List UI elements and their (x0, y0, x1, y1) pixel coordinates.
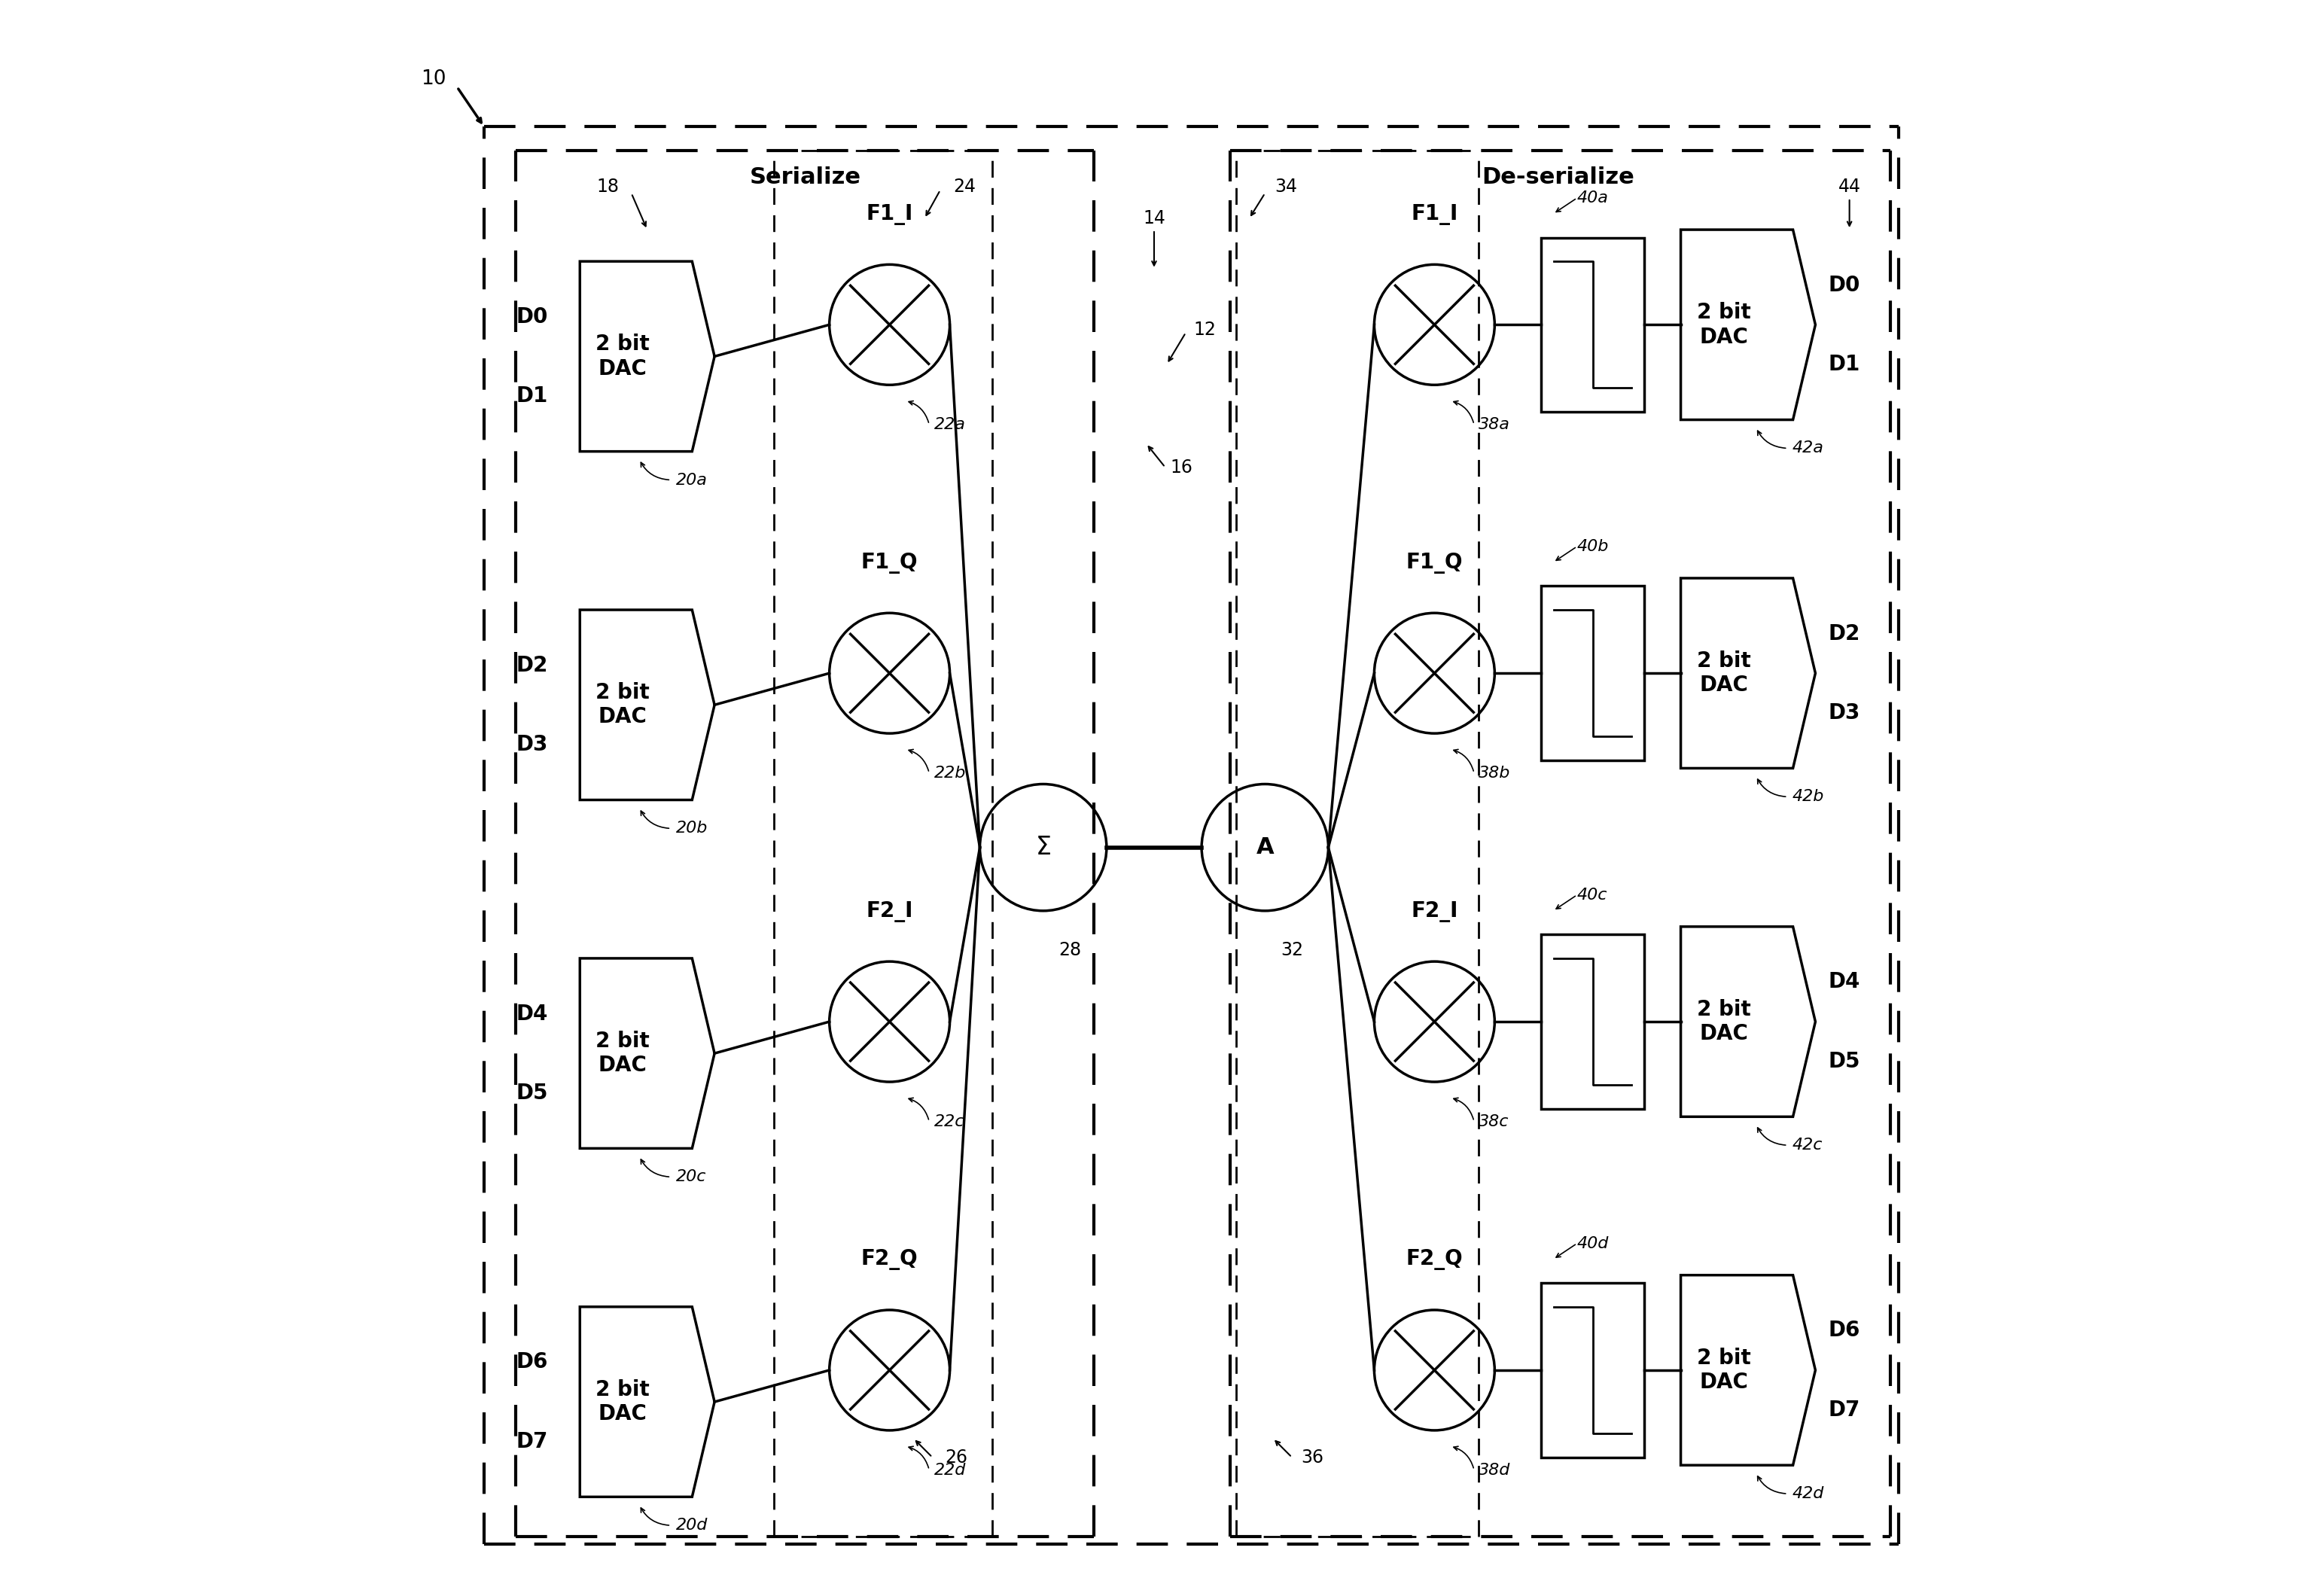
Text: D4: D4 (516, 1003, 548, 1025)
Text: D6: D6 (1829, 1319, 1859, 1342)
Text: 22b: 22b (934, 765, 967, 781)
Text: D2: D2 (1829, 623, 1859, 645)
Text: 36: 36 (1301, 1448, 1325, 1467)
Text: D0: D0 (1829, 274, 1859, 296)
Text: Serialize: Serialize (751, 166, 862, 188)
Text: 20b: 20b (676, 821, 706, 836)
Text: 40a: 40a (1578, 190, 1608, 206)
Text: F2_Q: F2_Q (862, 1250, 918, 1270)
Text: 20c: 20c (676, 1169, 706, 1185)
Text: 38c: 38c (1478, 1114, 1508, 1129)
Bar (1541, 1283, 1645, 1457)
Text: F2_I: F2_I (1411, 901, 1457, 922)
Text: F2_Q: F2_Q (1406, 1250, 1462, 1270)
Text: De-serialize: De-serialize (1483, 166, 1634, 188)
Text: 14: 14 (1143, 209, 1164, 228)
Bar (1541, 935, 1645, 1109)
Text: D7: D7 (516, 1430, 548, 1453)
Text: 42d: 42d (1792, 1486, 1824, 1502)
Text: F1_I: F1_I (1411, 204, 1457, 225)
Text: 24: 24 (953, 177, 976, 196)
Text: 32: 32 (1281, 941, 1304, 960)
Text: 26: 26 (946, 1448, 967, 1467)
Text: D7: D7 (1829, 1399, 1859, 1421)
Text: 10: 10 (421, 70, 446, 89)
Text: F1_I: F1_I (867, 204, 913, 225)
Text: D1: D1 (1829, 353, 1859, 375)
Text: 38b: 38b (1478, 765, 1511, 781)
Text: 22c: 22c (934, 1114, 964, 1129)
Text: 12: 12 (1195, 320, 1215, 339)
Text: F1_Q: F1_Q (862, 553, 918, 573)
Text: 2 bit
DAC: 2 bit DAC (595, 1380, 651, 1424)
Text: 42b: 42b (1792, 789, 1824, 805)
Text: 2 bit
DAC: 2 bit DAC (1697, 651, 1750, 695)
Text: 2 bit
DAC: 2 bit DAC (595, 334, 651, 379)
Text: A: A (1255, 836, 1274, 859)
Text: D3: D3 (516, 733, 548, 756)
Text: D1: D1 (516, 385, 548, 407)
Text: 16: 16 (1169, 458, 1192, 477)
Text: 2 bit
DAC: 2 bit DAC (1697, 303, 1750, 347)
Text: 38a: 38a (1478, 417, 1511, 432)
Text: 40c: 40c (1578, 887, 1608, 903)
Text: D5: D5 (1829, 1050, 1859, 1072)
Text: 20d: 20d (676, 1517, 706, 1533)
Text: 20a: 20a (676, 472, 706, 488)
Text: 2 bit
DAC: 2 bit DAC (1697, 1000, 1750, 1044)
Text: 40d: 40d (1578, 1236, 1608, 1251)
Text: $\Sigma$: $\Sigma$ (1037, 835, 1050, 860)
Bar (1541, 238, 1645, 412)
Text: 2 bit
DAC: 2 bit DAC (595, 683, 651, 727)
Text: 18: 18 (597, 177, 618, 196)
Text: 40b: 40b (1578, 539, 1608, 554)
Text: F1_Q: F1_Q (1406, 553, 1462, 573)
Text: D3: D3 (1829, 702, 1859, 724)
Text: D2: D2 (516, 654, 548, 676)
Bar (1541, 586, 1645, 760)
Text: 42c: 42c (1792, 1137, 1822, 1153)
Text: D5: D5 (516, 1082, 548, 1104)
Text: F2_I: F2_I (867, 901, 913, 922)
Text: 44: 44 (1838, 177, 1862, 196)
Text: 38d: 38d (1478, 1462, 1511, 1478)
Text: 34: 34 (1274, 177, 1297, 196)
Text: 22a: 22a (934, 417, 964, 432)
Text: 22d: 22d (934, 1462, 967, 1478)
Text: 42a: 42a (1792, 440, 1824, 456)
Text: 2 bit
DAC: 2 bit DAC (1697, 1348, 1750, 1392)
Text: D0: D0 (516, 306, 548, 328)
Text: D6: D6 (516, 1351, 548, 1373)
Text: D4: D4 (1829, 971, 1859, 993)
Text: 28: 28 (1060, 941, 1081, 960)
Text: 2 bit
DAC: 2 bit DAC (595, 1031, 651, 1076)
